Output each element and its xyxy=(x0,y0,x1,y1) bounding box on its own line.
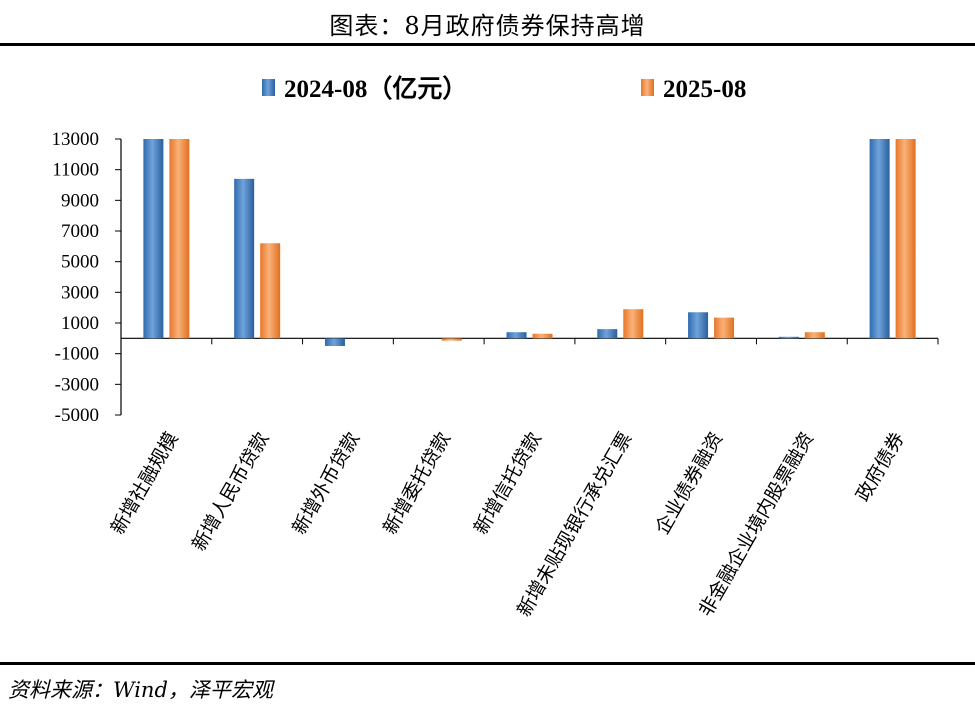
y-tick-label: 1000 xyxy=(61,313,99,334)
y-tick-label: 7000 xyxy=(61,221,99,242)
bar-series-2 xyxy=(623,309,644,339)
x-category-label: 新增人民币贷款 xyxy=(188,429,274,555)
y-tick-label: 9000 xyxy=(61,190,99,211)
bar-series-1 xyxy=(143,139,164,339)
bar-series-1 xyxy=(324,338,345,346)
y-tick-label: -3000 xyxy=(55,374,99,395)
x-category-label: 新增外币贷款 xyxy=(288,429,364,539)
x-category-label: 企业债券融资 xyxy=(651,429,727,539)
chart-title: 图表：8月政府债券保持高增 xyxy=(329,12,646,40)
y-tick-label: 13000 xyxy=(52,129,100,150)
legend-label: 2025-08 xyxy=(663,76,746,103)
bar-series-1 xyxy=(506,332,527,339)
bottom-divider xyxy=(0,662,975,665)
y-tick-label: 5000 xyxy=(61,252,99,273)
y-tick-label: 3000 xyxy=(61,282,99,303)
bar-series-2 xyxy=(895,139,916,339)
x-category-label: 新增委托贷款 xyxy=(379,429,455,539)
bar-series-1 xyxy=(778,336,799,339)
bar-series-2 xyxy=(532,333,553,339)
bar-series-1 xyxy=(234,178,255,339)
bar-series-2 xyxy=(714,317,735,339)
legend-label: 2024-08（亿元） xyxy=(284,74,467,103)
source-note: 资料来源：Wind，泽平宏观 xyxy=(8,678,273,702)
bar-series-1 xyxy=(869,139,890,339)
bar-series-2 xyxy=(169,139,190,339)
bar-series-2 xyxy=(260,243,281,339)
x-category-label: 新增社融规模 xyxy=(107,429,183,539)
bar-chart: 13000 11000 9000 7000 5000 3000 1000 -1000 -3000… xyxy=(52,74,939,621)
bar-series-2 xyxy=(804,332,825,339)
x-category-label: 新增信托贷款 xyxy=(470,429,546,539)
legend-swatch xyxy=(262,79,275,96)
y-tick-label: 11000 xyxy=(52,160,99,181)
top-divider xyxy=(0,43,975,46)
legend-swatch xyxy=(641,79,654,96)
y-tick-label: -1000 xyxy=(55,344,99,365)
bar-series-2 xyxy=(441,338,462,341)
bar-series-1 xyxy=(688,312,709,339)
x-category-label: 政府债券 xyxy=(852,429,909,506)
y-tick-label: -5000 xyxy=(55,405,99,426)
bar-series-1 xyxy=(597,329,618,339)
